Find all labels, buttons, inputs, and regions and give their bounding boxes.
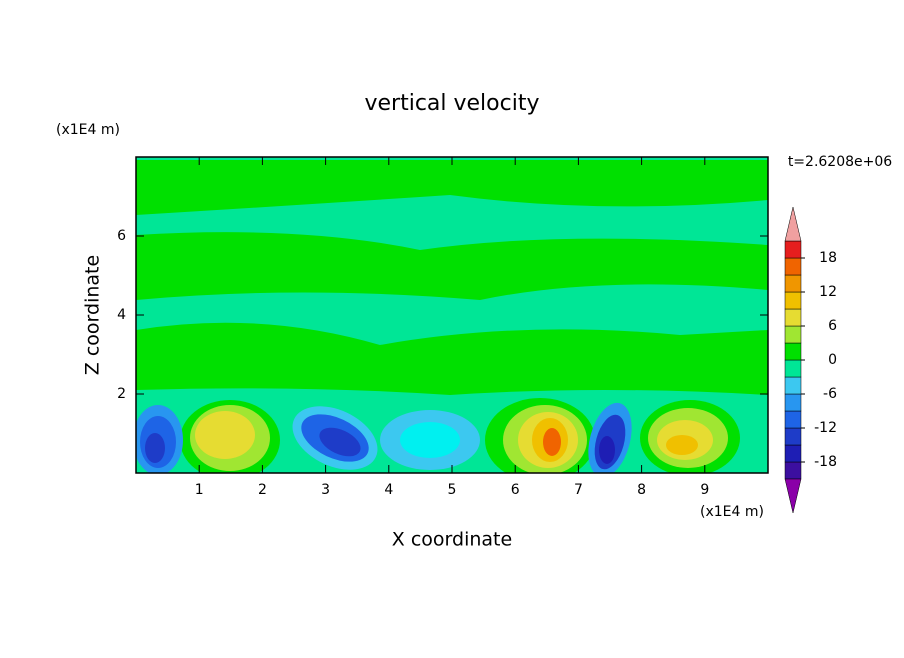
y-tick-label: 6 xyxy=(117,228,126,244)
x-axis-title: X coordinate xyxy=(392,529,512,551)
colorbar-box xyxy=(784,393,802,412)
x-tick-label: 1 xyxy=(195,482,204,498)
colorbar-box xyxy=(784,274,802,293)
y-axis-title: Z coordinate xyxy=(82,255,104,375)
contour-field xyxy=(136,157,768,473)
colorbar-tick-label: 18 xyxy=(819,250,837,266)
colorbar-box xyxy=(784,325,802,344)
colorbar-tick-label: 0 xyxy=(828,352,837,368)
y-tick-label: 4 xyxy=(117,307,126,323)
chart-title: vertical velocity xyxy=(364,91,539,116)
colorbar-under xyxy=(784,478,802,514)
colorbar-over xyxy=(784,206,802,242)
colorbar-tick-label: 12 xyxy=(819,284,837,300)
colorbar-box xyxy=(784,291,802,310)
colorbar-box xyxy=(784,359,802,378)
colorbar-tick-label: -18 xyxy=(814,454,837,470)
x-tick-label: 7 xyxy=(574,482,583,498)
x-unit: (x1E4 m) xyxy=(700,504,764,520)
colorbar-box xyxy=(784,410,802,429)
colorbar-box xyxy=(784,461,802,480)
y-tick-label: 2 xyxy=(117,386,126,402)
annotation: t=2.6208e+06 xyxy=(788,154,892,170)
colorbar-box xyxy=(784,427,802,446)
colorbar-box xyxy=(784,240,802,259)
x-tick-label: 9 xyxy=(700,482,709,498)
x-tick-label: 2 xyxy=(258,482,267,498)
colorbar-box xyxy=(784,257,802,276)
x-tick-label: 3 xyxy=(321,482,330,498)
colorbar-tick-label: -6 xyxy=(823,386,837,402)
colorbar-tick-label: 6 xyxy=(828,318,837,334)
colorbar-box xyxy=(784,308,802,327)
colorbar-box xyxy=(784,342,802,361)
x-tick-label: 6 xyxy=(511,482,520,498)
x-tick-label: 8 xyxy=(637,482,646,498)
colorbar-box xyxy=(784,444,802,463)
x-tick-label: 4 xyxy=(384,482,393,498)
colorbar-tick-label: -12 xyxy=(814,420,837,436)
y-unit: (x1E4 m) xyxy=(56,122,120,138)
x-tick-label: 5 xyxy=(448,482,457,498)
colorbar-box xyxy=(784,376,802,395)
